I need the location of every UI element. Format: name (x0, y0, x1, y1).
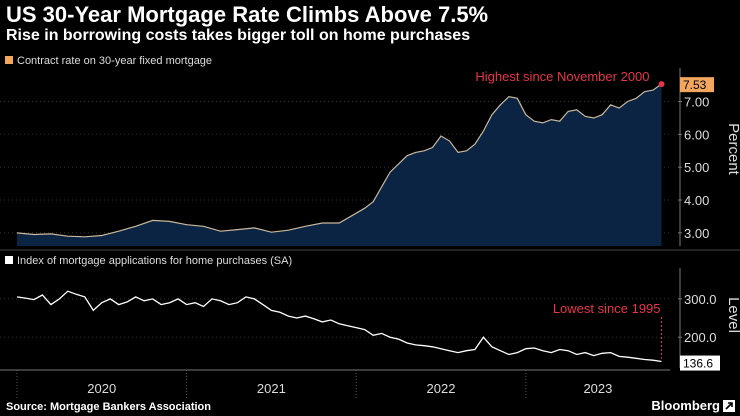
rate-tick-label: 3.00 (684, 226, 709, 241)
x-tick-label: 2023 (583, 381, 612, 396)
rate-y-axis-label: Percent (725, 123, 740, 176)
rate-y-ticks: 3.00 4.00 5.00 6.00 7.00 (678, 68, 709, 246)
rate-tick-label: 7.00 (684, 95, 709, 110)
rate-series-line (16, 83, 662, 238)
rate-legend-swatch (5, 56, 13, 64)
apps-tick-label: 300.0 (684, 292, 717, 307)
rate-last-value-badge: 7.53 (680, 77, 714, 93)
apps-y-ticks: 300.0 200.0 (678, 268, 717, 368)
brand-arrow-icon (723, 400, 735, 412)
apps-annotation: Lowest since 1995 (553, 301, 661, 316)
rate-tick-label: 5.00 (684, 160, 709, 175)
chart-title: US 30-Year Mortgage Rate Climbs Above 7.… (6, 2, 489, 27)
x-tick-label: 2021 (257, 381, 286, 396)
rate-annotation: Highest since November 2000 (475, 69, 649, 84)
rate-tick-label: 4.00 (684, 193, 709, 208)
apps-tick-label: 200.0 (684, 330, 717, 345)
apps-series-line (16, 290, 662, 363)
rate-panel: Contract rate on 30-year fixed mortgage … (0, 55, 740, 246)
source-note: Source: Mortgage Bankers Association (6, 401, 211, 413)
rate-area-fill (17, 84, 662, 246)
rate-tick-label: 6.00 (684, 127, 709, 142)
brand-logo-text: Bloomberg (651, 398, 720, 413)
apps-y-axis-label: Level (725, 297, 740, 333)
apps-last-value: 136.6 (683, 357, 713, 371)
apps-last-value-badge: 136.6 (680, 355, 720, 371)
rate-highlight-dot (658, 81, 665, 88)
x-tick-label: 2020 (87, 381, 116, 396)
chart-subtitle: Rise in borrowing costs takes bigger tol… (6, 27, 471, 44)
x-tick-label: 2022 (427, 381, 456, 396)
apps-legend-swatch (5, 256, 13, 264)
rate-last-value: 7.53 (683, 78, 707, 92)
apps-panel: Index of mortgage applications for home … (0, 255, 740, 371)
apps-legend-label: Index of mortgage applications for home … (17, 255, 292, 267)
x-axis: 2020 2021 2022 2023 (0, 369, 670, 398)
rate-legend-label: Contract rate on 30-year fixed mortgage (17, 55, 212, 67)
